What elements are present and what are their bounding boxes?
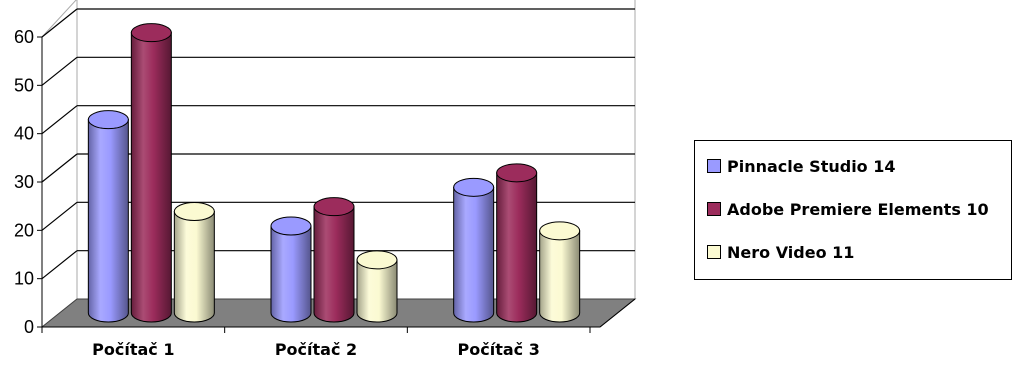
bar-adobe-3-top: [496, 163, 538, 183]
bar-adobe-2: [313, 197, 355, 323]
bar-adobe-2-body: [313, 206, 355, 323]
gridline-side-1: [41, 250, 78, 280]
y-tick-label-5: 50: [14, 75, 34, 95]
gridline-side-4: [41, 105, 78, 135]
legend-label-adobe: Adobe Premiere Elements 10: [727, 199, 989, 219]
y-tick-label-6: 60: [14, 27, 34, 47]
bar-adobe-3: [496, 163, 538, 323]
legend: Pinnacle Studio 14 Adobe Premiere Elemen…: [694, 140, 1012, 280]
bar-pinnacle-3: [453, 177, 495, 323]
bar-pinnacle-1: [87, 110, 129, 323]
bar-adobe-1-body: [130, 32, 172, 323]
bar-pinnacle-1-top: [87, 110, 129, 130]
legend-item-nero: Nero Video 11: [707, 241, 854, 263]
legend-item-pinnacle: Pinnacle Studio 14: [707, 155, 896, 177]
bar-nero-3-body: [539, 230, 581, 323]
legend-swatch-pinnacle: [707, 159, 721, 173]
bar-adobe-3-body: [496, 172, 538, 323]
y-tick-label-4: 40: [14, 124, 34, 144]
y-tick-label-3: 30: [14, 172, 34, 192]
gridline-side-6: [41, 8, 78, 38]
legend-swatch-nero: [707, 245, 721, 259]
bar-pinnacle-2-body: [270, 225, 312, 323]
x-tick-label-2: Počítač 3: [458, 340, 540, 359]
gridline-side-2: [41, 201, 78, 231]
bar-nero-1-body: [173, 211, 215, 323]
x-tick-label-0: Počítač 1: [92, 340, 174, 359]
x-axis-depth: [599, 298, 636, 328]
legend-label-pinnacle: Pinnacle Studio 14: [727, 156, 896, 176]
side-wall: [41, 0, 78, 329]
bar-pinnacle-3-top: [453, 177, 495, 197]
bar-nero-1-top: [173, 202, 215, 221]
bar-nero-3-top: [539, 221, 581, 241]
bar-adobe-1: [130, 23, 172, 323]
bar-nero-3: [539, 221, 581, 323]
y-tick-label-0: 0: [24, 317, 34, 337]
gridline-side-5: [41, 56, 78, 86]
x-tick-label-1: Počítač 2: [275, 340, 357, 359]
bar-adobe-1-top: [130, 23, 172, 43]
gridline-side-3: [41, 153, 78, 183]
bar-pinnacle-2: [270, 216, 312, 323]
bar-nero-2-body: [356, 259, 398, 323]
bar-pinnacle-3-body: [453, 186, 495, 323]
bar-adobe-2-top: [313, 197, 355, 217]
bar-nero-2-top: [356, 250, 398, 270]
legend-item-adobe: Adobe Premiere Elements 10: [707, 198, 989, 220]
bar-pinnacle-2-top: [270, 216, 312, 236]
y-tick-label-1: 10: [14, 269, 34, 289]
legend-swatch-adobe: [707, 202, 721, 216]
bar-nero-1: [173, 202, 215, 323]
legend-label-nero: Nero Video 11: [727, 242, 855, 262]
bar-pinnacle-1-body: [87, 119, 129, 323]
y-tick-label-2: 20: [14, 220, 34, 240]
bar-nero-2: [356, 250, 398, 323]
